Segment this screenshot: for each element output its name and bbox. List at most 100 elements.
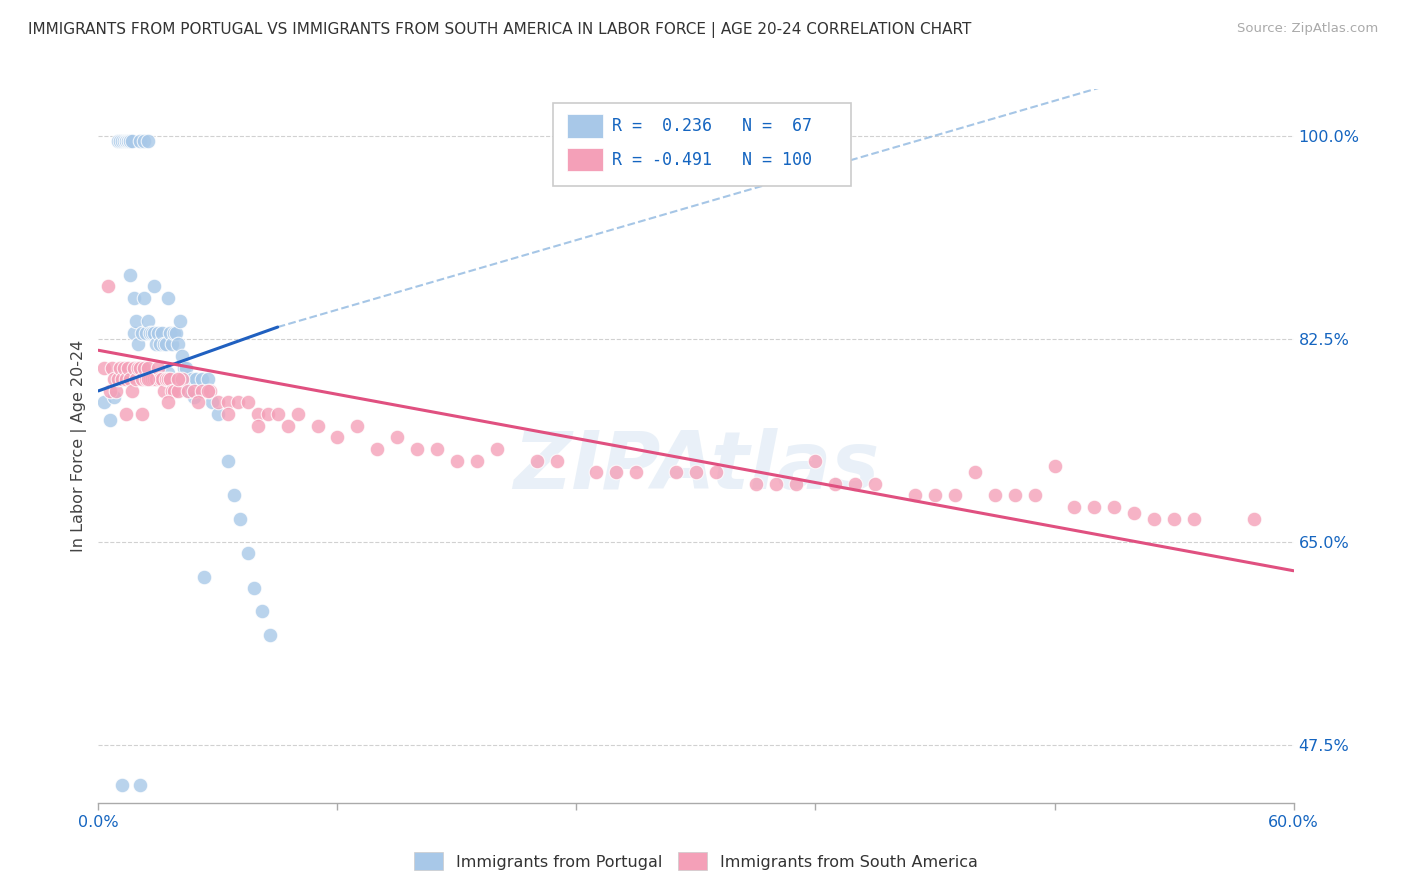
Point xyxy=(115,135,138,149)
Point xyxy=(121,384,143,398)
Point xyxy=(1083,500,1105,514)
Point xyxy=(217,453,239,467)
Point xyxy=(1063,500,1085,514)
Point xyxy=(125,372,148,386)
Point xyxy=(97,279,120,293)
Point xyxy=(406,442,429,456)
Point xyxy=(191,384,214,398)
Point xyxy=(136,360,159,375)
Point xyxy=(191,372,214,386)
Point xyxy=(207,407,229,421)
Point xyxy=(197,372,219,386)
Point xyxy=(163,326,186,340)
Point xyxy=(153,384,176,398)
Point xyxy=(127,360,149,375)
Point xyxy=(136,314,159,328)
Point xyxy=(226,395,249,409)
Point xyxy=(172,349,194,363)
Point xyxy=(111,135,134,149)
Point xyxy=(139,326,162,340)
Point xyxy=(143,279,166,293)
Point xyxy=(307,418,329,433)
Point xyxy=(605,465,627,479)
Point xyxy=(135,326,157,340)
Point xyxy=(165,326,187,340)
Point xyxy=(134,135,156,149)
Point xyxy=(366,442,388,456)
Point xyxy=(426,442,449,456)
Point xyxy=(141,372,163,386)
Point xyxy=(177,384,200,398)
Point xyxy=(112,135,135,149)
Point xyxy=(120,372,142,386)
Point xyxy=(904,488,927,502)
Point xyxy=(844,476,866,491)
Point xyxy=(804,453,827,467)
Point xyxy=(197,384,219,398)
Point xyxy=(863,476,886,491)
Point xyxy=(136,135,159,149)
Point xyxy=(124,326,146,340)
Point xyxy=(256,407,278,421)
Point xyxy=(267,407,290,421)
Point xyxy=(103,390,125,404)
Point xyxy=(924,488,946,502)
Point xyxy=(145,337,167,351)
Y-axis label: In Labor Force | Age 20-24: In Labor Force | Age 20-24 xyxy=(72,340,87,552)
Text: R = -0.491   N = 100: R = -0.491 N = 100 xyxy=(612,151,813,169)
Point xyxy=(446,453,468,467)
Point xyxy=(134,360,156,375)
Point xyxy=(110,360,132,375)
Point xyxy=(236,546,259,560)
Point xyxy=(98,413,122,427)
Point xyxy=(149,372,172,386)
Point xyxy=(217,395,239,409)
Point xyxy=(585,465,607,479)
Point xyxy=(624,465,647,479)
Point xyxy=(246,418,269,433)
Point xyxy=(665,465,688,479)
Point xyxy=(159,326,181,340)
Point xyxy=(785,476,807,491)
Point xyxy=(172,372,194,386)
Point xyxy=(277,418,299,433)
Point xyxy=(745,476,768,491)
Point xyxy=(124,360,146,375)
Point xyxy=(167,337,190,351)
Point xyxy=(143,372,166,386)
Point xyxy=(222,488,245,502)
Point xyxy=(177,384,200,398)
Point xyxy=(134,291,156,305)
Point xyxy=(183,384,205,398)
Point xyxy=(110,135,132,149)
Point xyxy=(115,135,138,149)
Point xyxy=(131,372,153,386)
Point xyxy=(346,418,368,433)
Point xyxy=(193,569,215,583)
Text: ZIPAtlas: ZIPAtlas xyxy=(513,428,879,507)
Point xyxy=(685,465,707,479)
Point xyxy=(120,135,142,149)
Point xyxy=(115,407,138,421)
Point xyxy=(243,581,266,595)
Point xyxy=(704,465,727,479)
Point xyxy=(169,314,191,328)
Point xyxy=(136,372,159,386)
Point xyxy=(127,337,149,351)
Point xyxy=(112,360,135,375)
FancyBboxPatch shape xyxy=(567,148,603,171)
Point xyxy=(139,372,162,386)
Point xyxy=(135,372,157,386)
Point xyxy=(141,326,163,340)
Point xyxy=(115,372,138,386)
Point xyxy=(131,360,153,375)
Point xyxy=(111,372,134,386)
Point xyxy=(824,476,846,491)
Point xyxy=(129,360,152,375)
Point xyxy=(153,337,176,351)
Point xyxy=(107,135,129,149)
Point xyxy=(101,360,124,375)
Point xyxy=(117,135,139,149)
Point xyxy=(184,372,207,386)
Point xyxy=(157,395,180,409)
